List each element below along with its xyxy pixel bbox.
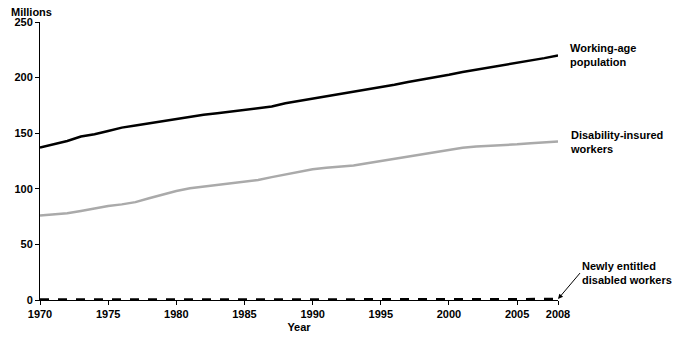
- svg-text:250: 250: [14, 16, 32, 28]
- svg-text:1995: 1995: [369, 308, 393, 320]
- svg-text:50: 50: [21, 238, 33, 250]
- svg-text:1970: 1970: [28, 308, 52, 320]
- svg-text:Disability-insuredworkers: Disability-insuredworkers: [570, 129, 663, 155]
- svg-text:Millions: Millions: [11, 6, 52, 18]
- svg-text:2000: 2000: [437, 308, 461, 320]
- svg-text:2008: 2008: [546, 308, 570, 320]
- svg-text:150: 150: [14, 127, 32, 139]
- svg-text:100: 100: [14, 183, 32, 195]
- svg-text:Newly entitleddisabled workers: Newly entitleddisabled workers: [582, 260, 672, 286]
- svg-text:1975: 1975: [96, 308, 120, 320]
- svg-text:Year: Year: [287, 321, 311, 333]
- svg-text:2005: 2005: [505, 308, 529, 320]
- svg-text:0: 0: [27, 294, 33, 306]
- svg-text:200: 200: [14, 71, 32, 83]
- svg-text:1985: 1985: [232, 308, 256, 320]
- svg-text:1980: 1980: [164, 308, 188, 320]
- svg-text:Working-agepopulation: Working-agepopulation: [570, 42, 636, 68]
- svg-text:1990: 1990: [300, 308, 324, 320]
